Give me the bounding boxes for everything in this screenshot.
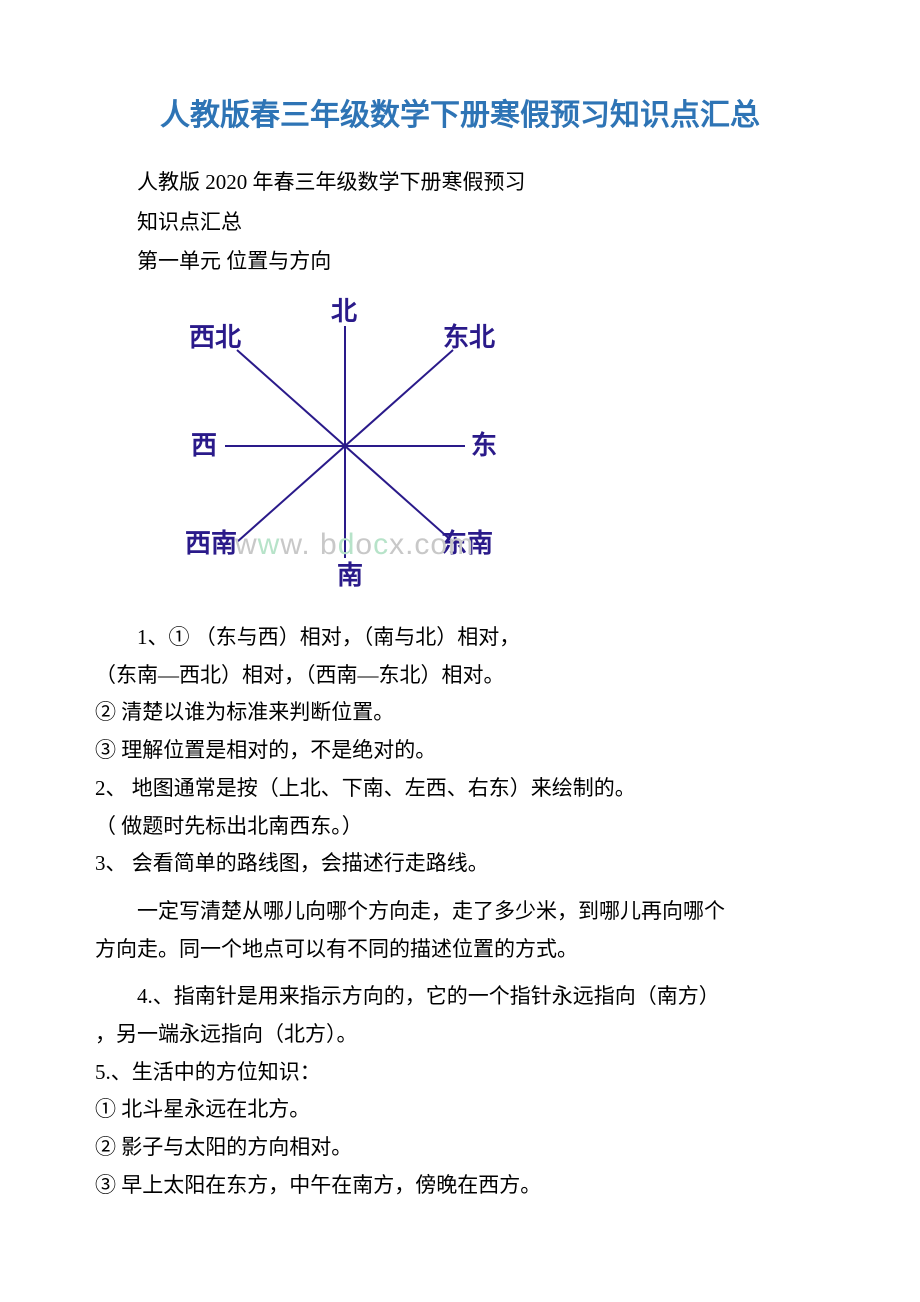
intro-line-2: 知识点汇总	[95, 205, 825, 241]
label-north: 北	[331, 290, 357, 334]
compass-diagram: 北 南 东 西 东北 西北 东南 西南 www. bdocx.com	[165, 296, 525, 596]
intro-line-1: 人教版 2020 年春三年级数学下册寒假预习	[95, 165, 825, 201]
body-line: ③ 早上太阳在东方，中午在南方，傍晚在西方。	[95, 1168, 825, 1204]
body-line: 5.、生活中的方位知识：	[95, 1055, 825, 1091]
body-line: ② 清楚以谁为标准来判断位置。	[95, 695, 825, 731]
body-line: （东南—西北）相对，（西南—东北）相对。	[95, 658, 825, 694]
body-line: 3、 会看简单的路线图，会描述行走路线。	[95, 846, 825, 882]
body-line: ，另一端永远指向（北方）。	[95, 1017, 825, 1053]
body-p2-first: 一定写清楚从哪儿向哪个方向走，走了多少米，到哪儿再向哪个	[95, 894, 825, 930]
label-southeast: 东南	[441, 522, 493, 566]
label-northeast: 东北	[443, 316, 495, 360]
body-line: 2、 地图通常是按（上北、下南、左西、右东）来绘制的。	[95, 771, 825, 807]
label-southwest: 西南	[185, 522, 237, 566]
body-line: ③ 理解位置是相对的，不是绝对的。	[95, 733, 825, 769]
body-line: （ 做题时先标出北南西东。）	[95, 809, 825, 845]
intro-line-3: 第一单元 位置与方向	[95, 244, 825, 280]
label-northwest: 西北	[189, 316, 241, 360]
body-line: 方向走。同一个地点可以有不同的描述位置的方式。	[95, 932, 825, 968]
body-line: ② 影子与太阳的方向相对。	[95, 1130, 825, 1166]
label-east: 东	[471, 424, 497, 468]
body-p3-first: 4.、指南针是用来指示方向的，它的一个指针永远指向（南方）	[95, 979, 825, 1015]
page-title: 人教版春三年级数学下册寒假预习知识点汇总	[95, 90, 825, 141]
label-south: 南	[337, 554, 363, 598]
body-line: ① 北斗星永远在北方。	[95, 1092, 825, 1128]
label-west: 西	[191, 424, 217, 468]
body-p1-first: 1、① （东与西）相对，（南与北）相对，	[95, 620, 825, 656]
